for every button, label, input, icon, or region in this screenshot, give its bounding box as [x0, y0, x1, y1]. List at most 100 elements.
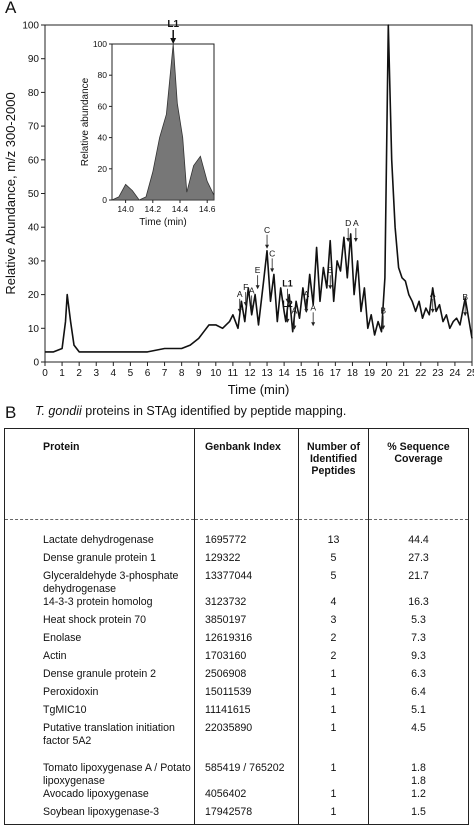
x-tick-label: 24	[449, 368, 461, 379]
cell-peptides: 3	[298, 614, 369, 632]
cell-protein: Tomato lipoxygenase A / Potato lipoxygen…	[43, 762, 191, 787]
peak-label: L2	[282, 299, 293, 309]
cell-coverage: 27.3	[368, 552, 469, 570]
cell-genbank: 4056402	[194, 788, 299, 806]
peak-label: E	[255, 265, 261, 275]
peak-arrowhead	[353, 238, 358, 243]
cell-peptides: 1	[298, 668, 369, 686]
inset-x-tick-label: 14.0	[117, 204, 134, 214]
x-tick-label: 18	[347, 368, 359, 379]
caption-text: proteins in STAg identified by peptide m…	[81, 404, 347, 418]
table-row: Enolase 12619316 2 7.3	[5, 632, 469, 650]
table-caption: T. gondii proteins in STAg identified by…	[35, 404, 346, 418]
cell-coverage: 1.2	[368, 788, 469, 806]
x-tick-label: 11	[228, 368, 239, 379]
table-body: Lactate dehydrogenase 1695772 13 44.4 Dense …	[4, 519, 469, 825]
x-tick-label: 23	[432, 368, 444, 379]
x-tick-label: 14	[279, 368, 291, 379]
cell-peptides: 2	[298, 650, 369, 668]
cell-genbank: 22035890	[194, 722, 299, 748]
table-header-row: Protein Genbank Index Number of Identifi…	[4, 428, 469, 520]
inset-y-axis-label: Relative abundance	[80, 77, 91, 166]
cell-genbank: 17942578	[194, 806, 299, 825]
table-row: Putative translation initiation factor 5…	[5, 722, 469, 748]
table-row: Glyceraldehyde 3-phosphate dehydrogenase…	[5, 570, 469, 596]
header-genbank: Genbank Index	[194, 428, 299, 520]
peak-label: B	[462, 292, 468, 302]
peak-label: E	[327, 265, 333, 275]
y-tick-label: 50	[28, 189, 40, 200]
cell-peptides: 2	[298, 632, 369, 650]
inset-x-tick-label: 14.4	[172, 204, 189, 214]
cell-peptides: 5	[298, 552, 369, 570]
peak-label: F	[243, 282, 248, 292]
header-peptides: Number of Identified Peptides	[298, 428, 369, 520]
peak-label: C	[269, 248, 275, 258]
x-tick-label: 21	[398, 368, 410, 379]
cell-genbank: 129322	[194, 552, 299, 570]
peak-arrowhead	[243, 302, 248, 307]
y-tick-label: 80	[28, 88, 40, 99]
inset-peak-arrowhead	[170, 38, 177, 44]
peak-label: A	[310, 302, 316, 312]
cell-protein: Dense granule protein 2	[43, 668, 157, 680]
group-gap	[5, 748, 469, 762]
cell-genbank: 2506908	[194, 668, 299, 686]
cell-peptides: 13	[298, 534, 369, 552]
x-tick-label: 9	[196, 368, 202, 379]
y-axis-label: Relative Abundance, m/z 300-2000	[3, 92, 18, 294]
inset-y-tick-label: 0	[102, 195, 107, 205]
peak-label: A	[353, 218, 359, 228]
cell-protein: Lactate dehydrogenase	[43, 534, 154, 546]
x-tick-label: 25	[466, 368, 474, 379]
x-tick-label: 2	[76, 368, 82, 379]
inset-x-tick-label: 14.2	[145, 204, 162, 214]
inset-y-tick-label: 20	[98, 164, 108, 174]
x-tick-label: 0	[42, 368, 48, 379]
peak-arrowhead	[255, 285, 260, 290]
peak-label: B	[380, 306, 386, 316]
peak-label: A	[249, 285, 255, 295]
cell-peptides: 4	[298, 596, 369, 614]
cell-genbank: 3123732	[194, 596, 299, 614]
cell-coverage: 16.3	[368, 596, 469, 614]
cell-coverage: 1.5	[368, 806, 469, 825]
table-row: Peroxidoxin 15011539 1 6.4	[5, 686, 469, 704]
x-tick-label: 16	[313, 368, 325, 379]
table-row: 14-3-3 protein homolog 3123732 4 16.3	[5, 596, 469, 614]
x-tick-label: 5	[128, 368, 134, 379]
caption-species: T. gondii	[35, 404, 82, 418]
cell-protein: Enolase	[43, 632, 82, 644]
y-tick-label: 70	[28, 122, 40, 133]
x-tick-label: 20	[381, 368, 393, 379]
y-tick-label: 30	[28, 256, 40, 267]
cell-peptides: 1	[298, 704, 369, 722]
inset-y-tick-label: 80	[98, 70, 108, 80]
x-tick-label: 13	[261, 368, 273, 379]
panel-label-a: A	[5, 0, 17, 17]
table-row: Dense granule protein 1 129322 5 27.3	[5, 552, 469, 570]
table-row: Actin 1703160 2 9.3	[5, 650, 469, 668]
peak-label: L1	[282, 279, 293, 289]
cell-genbank: 585419 / 765202	[194, 762, 299, 788]
cell-protein: Soybean lipoxygenase-3	[4, 806, 195, 825]
cell-coverage: 6.3	[368, 668, 469, 686]
peak-arrowhead	[292, 325, 297, 330]
cell-genbank: 3850197	[194, 614, 299, 632]
table-row: Lactate dehydrogenase 1695772 13 44.4	[5, 534, 469, 552]
x-axis-label: Time (min)	[228, 382, 290, 397]
y-tick-label: 20	[28, 290, 40, 301]
cell-protein: Avocado lipoxygenase	[43, 788, 149, 800]
cell-genbank: 1703160	[194, 650, 299, 668]
inset-y-tick-label: 40	[98, 133, 108, 143]
table-row: Tomato lipoxygenase A / Potato lipoxygen…	[5, 762, 469, 788]
x-tick-label: 3	[93, 368, 99, 379]
x-tick-label: 8	[179, 368, 185, 379]
cell-protein: Glyceraldehyde 3-phosphate dehydrogenase	[43, 570, 179, 595]
cell-coverage: 1.8 1.8	[368, 762, 469, 788]
header-protein: Protein	[4, 428, 195, 520]
cell-coverage: 6.4	[368, 686, 469, 704]
peak-arrowhead	[381, 325, 386, 330]
peak-arrowhead	[285, 318, 290, 323]
